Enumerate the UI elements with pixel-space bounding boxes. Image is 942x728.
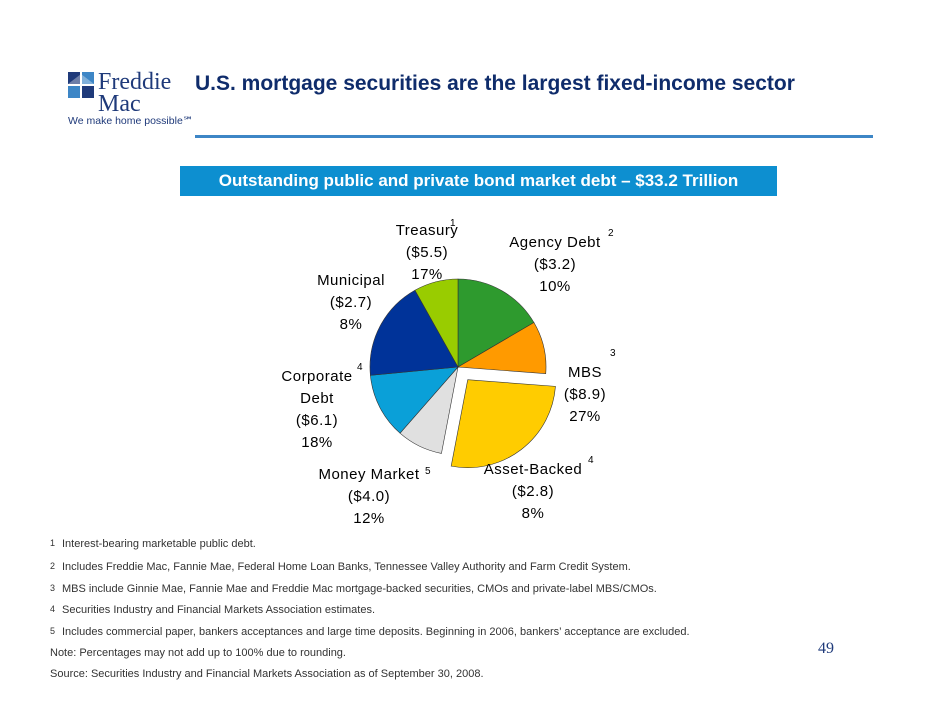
label-mm-name: Money Market [318,466,420,483]
brand-tagline: We make home possible℠ [68,115,194,127]
label-mbs-name: MBS [567,364,602,381]
label-muni-name: Municipal [317,272,385,289]
source-note: Source: Securities Industry and Financia… [50,668,484,680]
label-treasury: Treasury ($5.5) 17% [377,220,477,286]
sup-mm: 5 [425,466,431,477]
chart-title: Outstanding public and private bond mark… [180,166,777,196]
footnote-3: 3 MBS include Ginnie Mae, Fannie Mae and … [50,583,657,595]
label-muni-pct: 8% [339,316,363,333]
footnote-2-num: 2 [50,561,56,571]
pie-slice-corporate [369,289,459,376]
footnote-2: 2 Includes Freddie Mac, Fannie Mae, Feder… [50,561,631,573]
pie-slice-municipal [414,278,459,369]
house-logo-icon [68,72,94,98]
page-number: 49 [818,640,834,657]
label-mm-pct: 12% [353,510,385,527]
label-corp-name2: Debt [300,390,334,407]
footnote-3-text: MBS include Ginnie Mae, Fannie Mae and F… [62,583,657,595]
footnote-5-text: Includes commercial paper, bankers accep… [62,626,690,638]
label-money-market: Money Market ($4.0) 12% [314,464,424,530]
label-agency-amount: ($3.2) [533,256,577,273]
label-municipal: Municipal ($2.7) 8% [306,270,396,336]
pie-slice-treasury [457,278,535,368]
label-corp-name: Corporate [281,368,353,385]
label-abs-name: Asset-Backed [483,461,583,478]
label-mbs-amount: ($8.9) [563,386,607,403]
freddie-mac-logo [66,70,186,130]
label-agency-pct: 10% [539,278,571,295]
label-treasury-name: Treasury [395,222,459,239]
label-agency-debt: Agency Debt ($3.2) 10% [500,232,610,298]
footnote-5-num: 5 [50,626,56,636]
label-abs-pct: 8% [521,505,545,522]
footnote-1: 1 Interest-bearing marketable public debt… [50,538,256,550]
label-corp-amount: ($6.1) [295,412,339,429]
label-corporate-debt: Corporate Debt ($6.1) 18% [272,366,362,454]
footnote-4: 4 Securities Industry and Financial Marke… [50,604,375,616]
rounding-note: Note: Percentages may not add up to 100%… [50,647,346,659]
sup-corp: 4 [357,362,363,373]
footnote-1-text: Interest-bearing marketable public debt. [62,538,256,550]
footnote-3-num: 3 [50,583,56,593]
footnote-5: 5 Includes commercial paper, bankers acce… [50,626,690,638]
sup-agency: 2 [608,228,614,239]
label-corp-pct: 18% [301,434,333,451]
label-mbs-pct: 27% [569,408,601,425]
label-mm-amount: ($4.0) [347,488,391,505]
label-muni-amount: ($2.7) [329,294,373,311]
label-abs-amount: ($2.8) [511,483,555,500]
sup-abs: 4 [588,455,594,466]
footnote-1-num: 1 [50,538,56,548]
page-title: U.S. mortgage securities are the largest… [195,72,795,95]
brand-name-line1: Freddie [98,69,172,95]
label-mbs: MBS ($8.9) 27% [540,362,630,428]
label-asset-backed: Asset-Backed ($2.8) 8% [478,459,588,525]
sup-mbs: 3 [610,348,616,359]
label-agency-name: Agency Debt [509,234,601,251]
pie-slice-mbs [450,379,556,469]
footnote-4-text: Securities Industry and Financial Market… [62,604,376,616]
brand-name-line2: Mac [98,91,141,117]
title-divider [195,135,873,138]
sup-treasury: 1 [450,218,456,229]
footnote-2-text: Includes Freddie Mac, Fannie Mae, Federa… [62,561,631,573]
footnote-4-num: 4 [50,604,56,614]
label-treasury-amount: ($5.5) [405,244,449,261]
label-treasury-pct: 17% [411,266,443,283]
pie-slice-money-market [370,366,459,434]
pie-slice-agency-debt [457,322,547,374]
